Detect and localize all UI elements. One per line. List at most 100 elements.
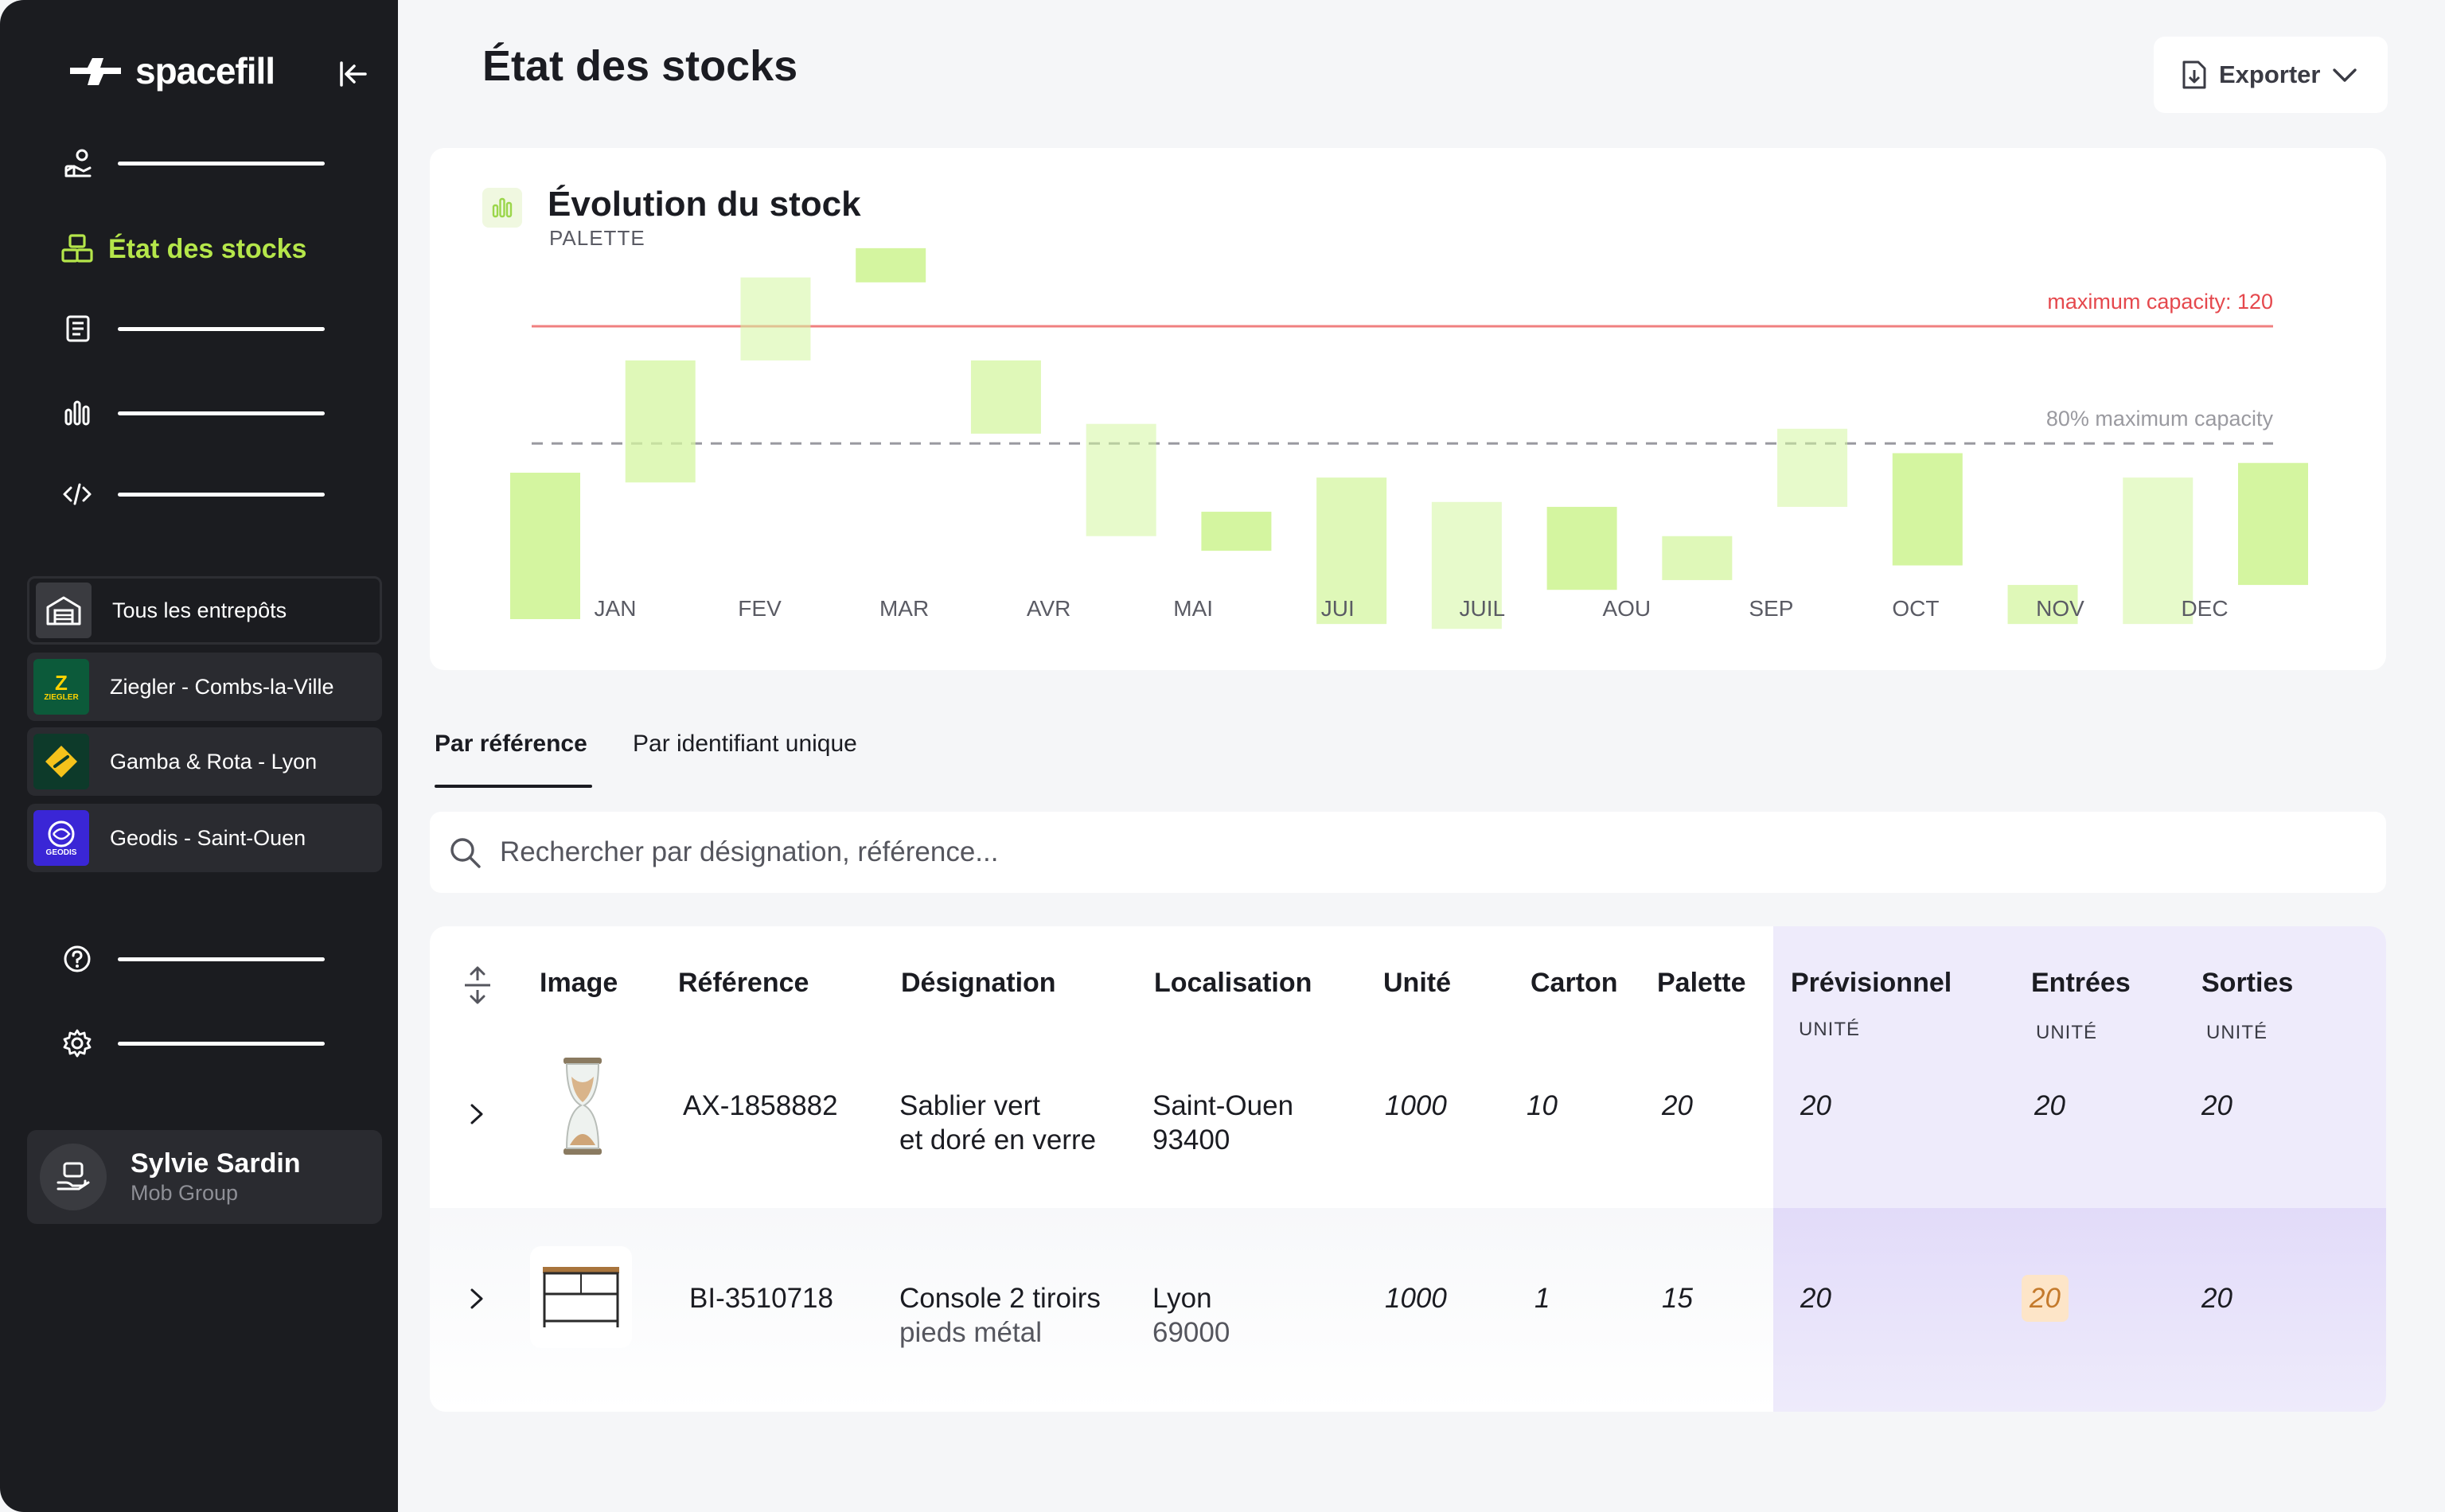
expand-collapse-icon: [465, 966, 490, 1004]
ziegler-logo: Z ZIEGLER: [33, 659, 89, 715]
chart-bar[interactable]: [1662, 536, 1733, 580]
chart-bar[interactable]: [2007, 585, 2078, 625]
export-button[interactable]: Exporter: [2154, 37, 2388, 113]
stock-evolution-chart-card: Évolution du stock PALETTE maximum capac…: [430, 148, 2386, 670]
nav-label-placeholder: [118, 326, 325, 331]
cell-previsionnel: 20: [1800, 1283, 1831, 1314]
chart-bar[interactable]: [1431, 501, 1502, 629]
x-axis-tick-label: MAR: [879, 596, 929, 621]
nav-label-placeholder: [118, 411, 325, 415]
eighty-percent-capacity-label: 80% maximum capacity: [2046, 407, 2274, 431]
column-header-previsionnel[interactable]: Prévisionnel: [1791, 968, 1952, 998]
chart-bar[interactable]: [856, 247, 926, 283]
chart-bar[interactable]: [2238, 462, 2308, 586]
column-header-sorties[interactable]: Sorties: [2201, 968, 2294, 998]
chart-bar[interactable]: [1316, 477, 1387, 625]
spacefill-logo-icon: [70, 58, 121, 85]
chart-bar[interactable]: [1546, 506, 1617, 590]
nav-item-tracking[interactable]: [60, 143, 325, 183]
column-header-palette[interactable]: Palette: [1657, 968, 1746, 998]
cell-reference: AX-1858882: [683, 1090, 838, 1121]
unit-label-previsionnel: UNITÉ: [1799, 1019, 1860, 1040]
chevron-right-icon: [470, 1104, 483, 1124]
stock-table: Image Référence Désignation Localisation…: [430, 926, 2386, 1412]
cell-postal-code: 93400: [1152, 1124, 1230, 1155]
nav-item-etat-des-stocks[interactable]: État des stocks: [60, 229, 306, 269]
cell-designation: Console 2 tiroirs: [899, 1283, 1101, 1314]
x-axis-tick-label: DEC: [2181, 596, 2228, 621]
user-profile-card[interactable]: Sylvie Sardin Mob Group: [27, 1130, 382, 1224]
column-header-image[interactable]: Image: [540, 968, 618, 998]
chart-bar[interactable]: [740, 277, 811, 360]
active-tab-indicator: [435, 785, 592, 788]
unit-label-sorties: UNITÉ: [2206, 1022, 2268, 1043]
collapse-left-icon: [340, 61, 367, 87]
tab-par-identifiant-unique[interactable]: Par identifiant unique: [633, 731, 857, 757]
chart-bar[interactable]: [1777, 428, 1848, 507]
chart-bar[interactable]: [1201, 512, 1272, 551]
brand-logo[interactable]: spacefill: [64, 49, 275, 92]
product-thumbnail[interactable]: [530, 1246, 632, 1348]
nav-label-placeholder: [118, 1041, 325, 1046]
cell-previsionnel: 20: [1800, 1090, 1831, 1121]
column-header-unite[interactable]: Unité: [1383, 968, 1451, 998]
row-expand-button[interactable]: [460, 1283, 492, 1315]
warehouse-item-geodis[interactable]: GEODIS Geodis - Saint-Ouen: [27, 804, 382, 872]
code-icon: [60, 477, 94, 511]
nav-item-help[interactable]: [60, 939, 325, 979]
nav-item-analytics[interactable]: [60, 393, 325, 433]
search-input[interactable]: [500, 836, 2251, 868]
x-axis-tick-label: OCT: [1892, 596, 1939, 621]
chart-subtitle: PALETTE: [549, 226, 645, 250]
x-axis-tick-label: JUIL: [1459, 596, 1505, 621]
gear-icon: [60, 1027, 94, 1060]
chart-bar[interactable]: [2123, 477, 2193, 625]
chart-bar[interactable]: [1892, 453, 1963, 566]
chart-title: Évolution du stock: [548, 185, 861, 224]
column-header-carton[interactable]: Carton: [1531, 968, 1618, 998]
console-table-image: [543, 1267, 619, 1327]
cell-carton: 1: [1534, 1283, 1550, 1314]
cell-reference: BI-3510718: [689, 1283, 833, 1314]
row-expand-button[interactable]: [460, 1098, 492, 1130]
help-icon: [60, 942, 94, 976]
nav-item-api[interactable]: [60, 474, 325, 514]
x-axis-tick-label: JAN: [595, 596, 637, 621]
warehouse-item-all[interactable]: Tous les entrepôts: [27, 576, 382, 645]
column-header-reference[interactable]: Référence: [678, 968, 809, 998]
user-hand-icon: [57, 1162, 90, 1191]
expand-all-button[interactable]: [462, 966, 493, 1004]
cell-localisation: Saint-Ouen: [1152, 1090, 1294, 1121]
warehouse-icon: [36, 583, 92, 638]
nav-label-placeholder: [118, 161, 325, 166]
warehouse-label: Ziegler - Combs-la-Ville: [110, 674, 334, 699]
cell-designation: Sablier vert: [899, 1090, 1041, 1121]
product-thumbnail[interactable]: [556, 1055, 610, 1157]
collapse-sidebar-button[interactable]: [334, 56, 371, 92]
column-header-entrees[interactable]: Entrées: [2031, 968, 2131, 998]
column-header-designation[interactable]: Désignation: [901, 968, 1056, 998]
warehouse-item-gamba-rota[interactable]: Gamba & Rota - Lyon: [27, 727, 382, 796]
x-axis-tick-label: MAI: [1173, 596, 1213, 621]
nav-active-label: État des stocks: [108, 233, 307, 264]
chart-bar[interactable]: [510, 473, 580, 619]
cell-designation-line2: pieds métal: [899, 1317, 1042, 1348]
user-name: Sylvie Sardin: [131, 1148, 301, 1179]
search-icon: [446, 833, 484, 871]
cell-sorties: 20: [2201, 1090, 2232, 1121]
search-bar: [430, 812, 2386, 893]
cell-designation-line2: et doré en verre: [899, 1124, 1097, 1155]
warehouse-item-ziegler[interactable]: Z ZIEGLER Ziegler - Combs-la-Ville: [27, 653, 382, 721]
nav-item-settings[interactable]: [60, 1023, 325, 1063]
cell-palette: 15: [1662, 1283, 1693, 1314]
unit-label-entrees: UNITÉ: [2036, 1022, 2097, 1043]
chevron-right-icon: [470, 1288, 483, 1309]
tab-par-reference[interactable]: Par référence: [435, 731, 587, 757]
nav-item-orders[interactable]: [60, 309, 325, 349]
export-label: Exporter: [2219, 60, 2321, 88]
chart-bar[interactable]: [970, 360, 1041, 434]
boxes-icon: [60, 232, 94, 266]
chart-bar[interactable]: [625, 360, 696, 483]
chart-bar[interactable]: [1086, 423, 1156, 536]
column-header-localisation[interactable]: Localisation: [1154, 968, 1312, 998]
